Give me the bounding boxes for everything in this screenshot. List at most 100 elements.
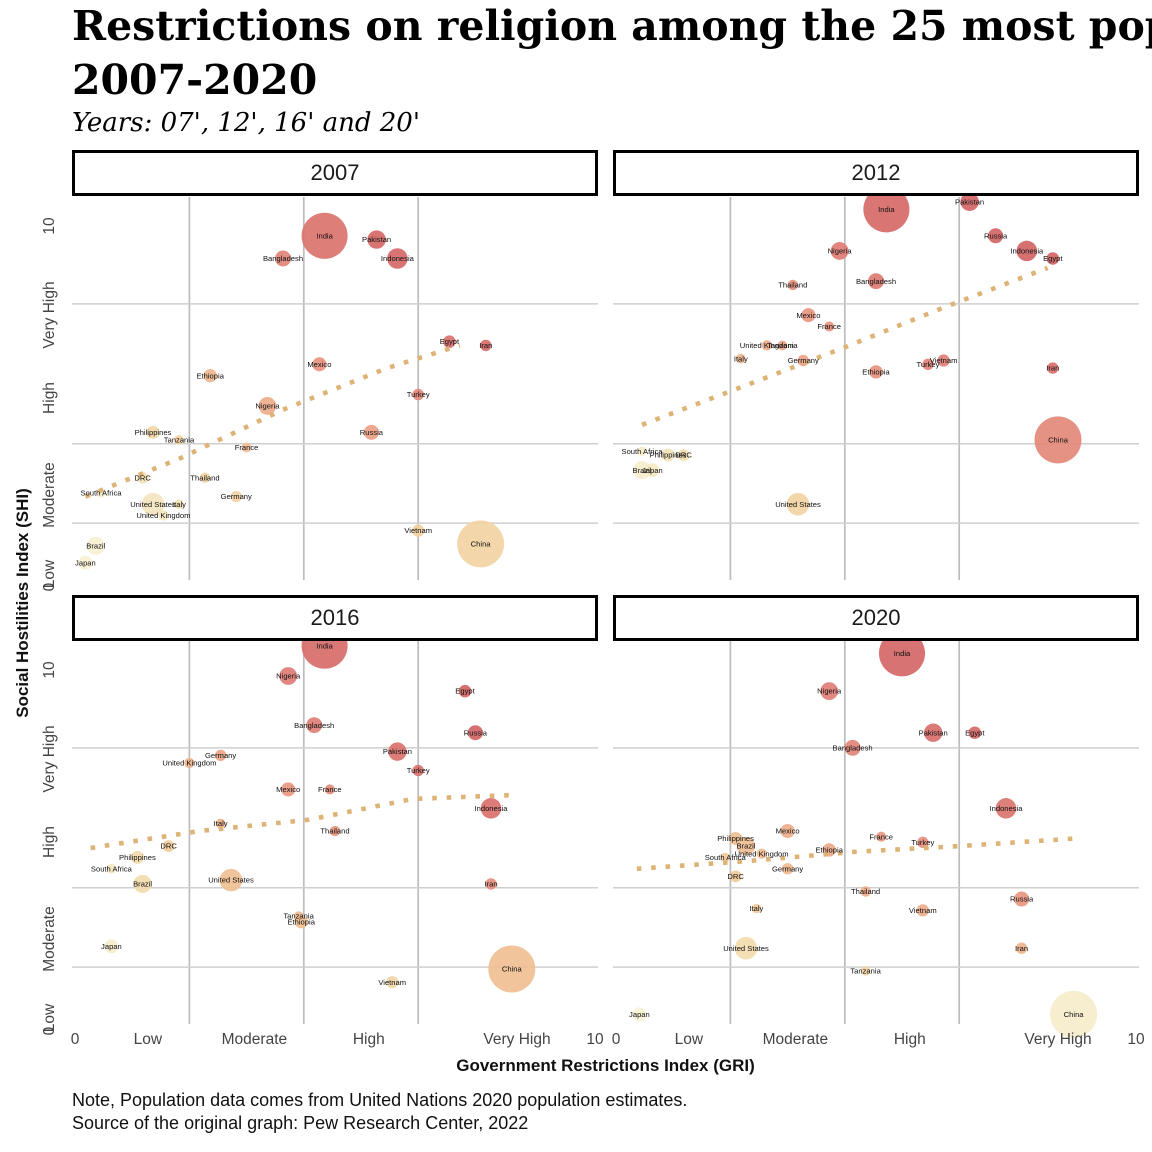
country-bubble-japan[interactable] <box>632 1007 647 1022</box>
country-bubble-turkey[interactable] <box>412 388 424 401</box>
country-bubble-drc[interactable] <box>677 449 690 461</box>
country-bubble-brazil[interactable] <box>632 461 652 480</box>
country-bubble-italy[interactable] <box>735 353 746 364</box>
country-bubble-japan[interactable] <box>78 555 93 570</box>
country-bubble-mexico[interactable] <box>281 782 296 797</box>
country-bubble-nigeria[interactable] <box>279 667 298 685</box>
country-bubble-mexico[interactable] <box>312 357 327 372</box>
country-bubble-italy[interactable] <box>174 499 184 509</box>
country-bubble-philippines[interactable] <box>130 850 144 864</box>
country-bubble-france[interactable] <box>241 442 252 453</box>
country-bubble-pakistan[interactable] <box>367 230 386 249</box>
country-bubble-south-africa[interactable] <box>106 864 117 874</box>
country-bubble-china[interactable] <box>1034 416 1082 464</box>
country-bubble-united-states[interactable] <box>734 936 758 960</box>
country-bubble-russia[interactable] <box>363 424 379 440</box>
country-bubble-turkey[interactable] <box>922 358 934 371</box>
country-bubble-tanzania[interactable] <box>174 435 184 445</box>
country-bubble-iran[interactable] <box>1047 362 1059 374</box>
country-bubble-thailand[interactable] <box>199 472 211 483</box>
country-bubble-united-states[interactable] <box>141 492 165 516</box>
country-bubble-bangladesh[interactable] <box>868 273 884 290</box>
country-bubble-italy[interactable] <box>751 903 762 914</box>
country-bubble-drc[interactable] <box>729 870 742 883</box>
country-bubble-russia[interactable] <box>988 228 1004 244</box>
country-bubble-india[interactable] <box>863 186 910 233</box>
country-bubble-iran[interactable] <box>485 878 497 890</box>
country-bubble-vietnam[interactable] <box>937 354 950 367</box>
country-bubble-south-africa[interactable] <box>637 446 647 457</box>
country-bubble-russia[interactable] <box>1014 891 1030 907</box>
country-bubble-france[interactable] <box>324 784 335 795</box>
country-bubble-france[interactable] <box>876 831 887 842</box>
country-bubble-indonesia[interactable] <box>995 798 1017 819</box>
country-bubble-bangladesh[interactable] <box>275 250 291 267</box>
country-bubble-united-kingdom[interactable] <box>756 848 767 859</box>
country-bubble-united-kingdom[interactable] <box>184 757 195 769</box>
country-bubble-indonesia[interactable] <box>1016 240 1038 262</box>
country-bubble-mexico[interactable] <box>780 823 795 839</box>
country-label: Egypt <box>965 728 985 737</box>
country-bubble-indonesia[interactable] <box>387 248 408 269</box>
country-bubble-thailand[interactable] <box>860 886 871 897</box>
country-label: China <box>502 965 523 974</box>
country-bubble-philippines[interactable] <box>146 425 160 439</box>
country-bubble-ethiopia[interactable] <box>203 369 217 383</box>
country-bubble-south-africa[interactable] <box>720 852 730 863</box>
country-bubble-germany[interactable] <box>781 863 794 875</box>
country-bubble-philippines[interactable] <box>661 448 675 462</box>
country-bubble-united-kingdom[interactable] <box>158 510 169 521</box>
country-bubble-india[interactable] <box>301 212 348 259</box>
country-bubble-united-kingdom[interactable] <box>761 340 772 351</box>
country-bubble-nigeria[interactable] <box>830 242 849 260</box>
country-bubble-japan[interactable] <box>645 463 660 478</box>
country-bubble-india[interactable] <box>878 630 926 677</box>
country-bubble-germany[interactable] <box>214 749 227 762</box>
country-bubble-united-states[interactable] <box>786 492 810 516</box>
country-bubble-france[interactable] <box>824 321 835 332</box>
country-bubble-vietnam[interactable] <box>916 904 929 917</box>
country-bubble-germany[interactable] <box>230 490 242 503</box>
country-bubble-united-states[interactable] <box>219 868 243 892</box>
country-bubble-mexico[interactable] <box>801 308 816 323</box>
country-bubble-pakistan[interactable] <box>923 723 943 742</box>
country-bubble-japan[interactable] <box>104 939 119 954</box>
country-bubble-bangladesh[interactable] <box>306 717 323 734</box>
country-bubble-drc[interactable] <box>162 840 175 853</box>
country-label: Japan <box>75 558 96 567</box>
y-tick-label: Moderate <box>41 905 58 972</box>
country-bubble-russia[interactable] <box>467 725 483 741</box>
country-bubble-thailand[interactable] <box>787 279 798 291</box>
country-bubble-egypt[interactable] <box>1046 252 1060 265</box>
country-bubble-italy[interactable] <box>215 818 226 829</box>
country-bubble-pakistan[interactable] <box>960 192 979 211</box>
country-bubble-brazil[interactable] <box>736 837 756 856</box>
country-bubble-egypt[interactable] <box>443 335 456 348</box>
country-bubble-egypt[interactable] <box>458 684 472 698</box>
x-tick-label: 0 <box>70 1031 80 1048</box>
country-bubble-brazil[interactable] <box>133 874 152 893</box>
country-bubble-ethiopia[interactable] <box>869 365 883 379</box>
country-bubble-nigeria[interactable] <box>820 682 839 701</box>
country-bubble-iran[interactable] <box>1015 942 1028 954</box>
country-bubble-indonesia[interactable] <box>480 798 502 819</box>
country-bubble-china[interactable] <box>488 945 536 993</box>
country-bubble-turkey[interactable] <box>917 836 929 849</box>
country-bubble-thailand[interactable] <box>329 825 341 837</box>
country-bubble-iran[interactable] <box>480 339 492 352</box>
country-bubble-tanzania[interactable] <box>293 911 304 921</box>
country-bubble-china[interactable] <box>1050 990 1098 1038</box>
country-bubble-china[interactable] <box>457 520 505 568</box>
country-bubble-bangladesh[interactable] <box>844 739 861 756</box>
country-label: Nigeria <box>828 247 853 256</box>
country-bubble-egypt[interactable] <box>968 726 982 739</box>
country-bubble-brazil[interactable] <box>86 536 105 555</box>
country-bubble-turkey[interactable] <box>412 764 424 777</box>
country-bubble-vietnam[interactable] <box>386 976 399 989</box>
country-bubble-tanzania[interactable] <box>777 340 788 351</box>
country-bubble-tanzania[interactable] <box>860 966 871 976</box>
country-bubble-vietnam[interactable] <box>412 524 425 537</box>
country-bubble-pakistan[interactable] <box>388 742 407 761</box>
country-bubble-philippines[interactable] <box>729 832 743 846</box>
country-bubble-nigeria[interactable] <box>258 397 277 415</box>
